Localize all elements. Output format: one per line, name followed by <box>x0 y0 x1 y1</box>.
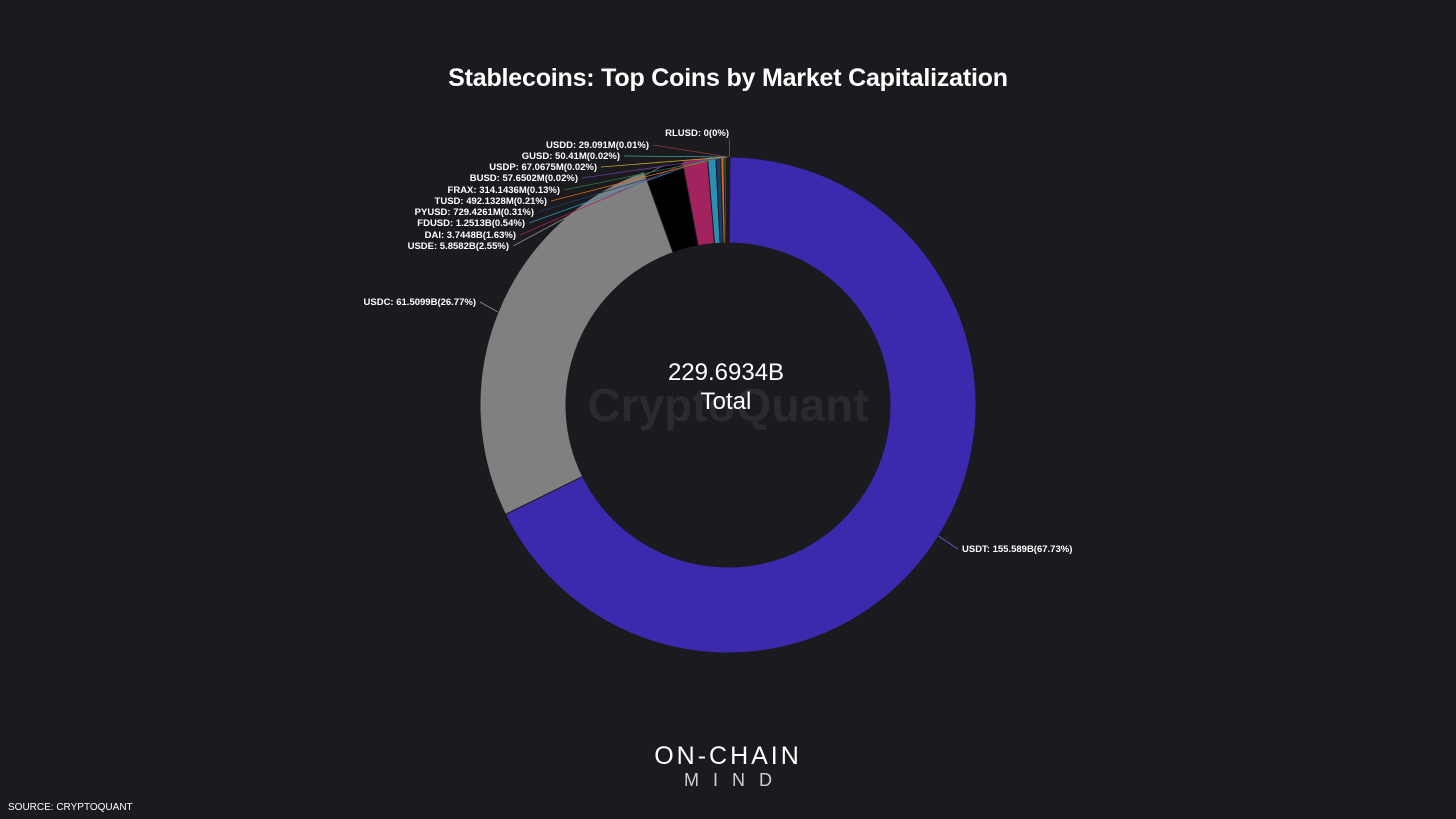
slice-label-busd: BUSD: 57.6502M(0.02%) <box>470 173 578 184</box>
slice-label-usdd: USDD: 29.091M(0.01%) <box>546 140 649 151</box>
leader-line-usdt <box>938 535 959 550</box>
slice-label-usdp: USDP: 67.0675M(0.02%) <box>489 162 597 173</box>
slice-usdt[interactable] <box>504 156 977 654</box>
center-total-label: Total <box>701 388 752 415</box>
brand-logo-line1: ON-CHAIN <box>654 742 802 770</box>
slice-label-gusd: GUSD: 50.41M(0.02%) <box>522 151 620 162</box>
leader-line-pyusd <box>537 156 719 213</box>
slice-label-pyusd: PYUSD: 729.4261M(0.31%) <box>415 207 534 218</box>
slice-label-usdt: USDT: 155.589B(67.73%) <box>962 544 1072 555</box>
slice-label-fdusd: FDUSD: 1.2513B(0.54%) <box>417 218 525 229</box>
center-total-value: 229.6934B <box>668 359 784 386</box>
leader-line-tusd <box>550 156 723 202</box>
watermark-text: CryptoQuant <box>587 379 868 431</box>
slice-label-rlusd: RLUSD: 0(0%) <box>665 128 729 139</box>
leader-line-frax <box>563 156 726 191</box>
slice-label-usde: USDE: 5.8582B(2.55%) <box>408 241 509 252</box>
slice-label-tusd: TUSD: 492.1328M(0.21%) <box>435 196 547 207</box>
leader-line-usdc <box>479 301 499 313</box>
chart-title: Stablecoins: Top Coins by Market Capital… <box>448 64 1008 92</box>
leader-line-usdp <box>600 156 728 168</box>
slice-label-usdc: USDC: 61.5099B(26.77%) <box>364 297 476 308</box>
leader-line-busd <box>581 156 727 179</box>
slice-label-frax: FRAX: 314.1436M(0.13%) <box>448 185 560 196</box>
source-note: SOURCE: CRYPTOQUANT <box>8 802 133 813</box>
brand-logo-line2: MIND <box>684 770 786 790</box>
leader-line-gusd <box>623 155 728 158</box>
slice-label-dai: DAI: 3.7448B(1.63%) <box>425 230 516 241</box>
leader-line-usdd <box>652 144 729 158</box>
slice-rlusd[interactable] <box>728 156 731 244</box>
